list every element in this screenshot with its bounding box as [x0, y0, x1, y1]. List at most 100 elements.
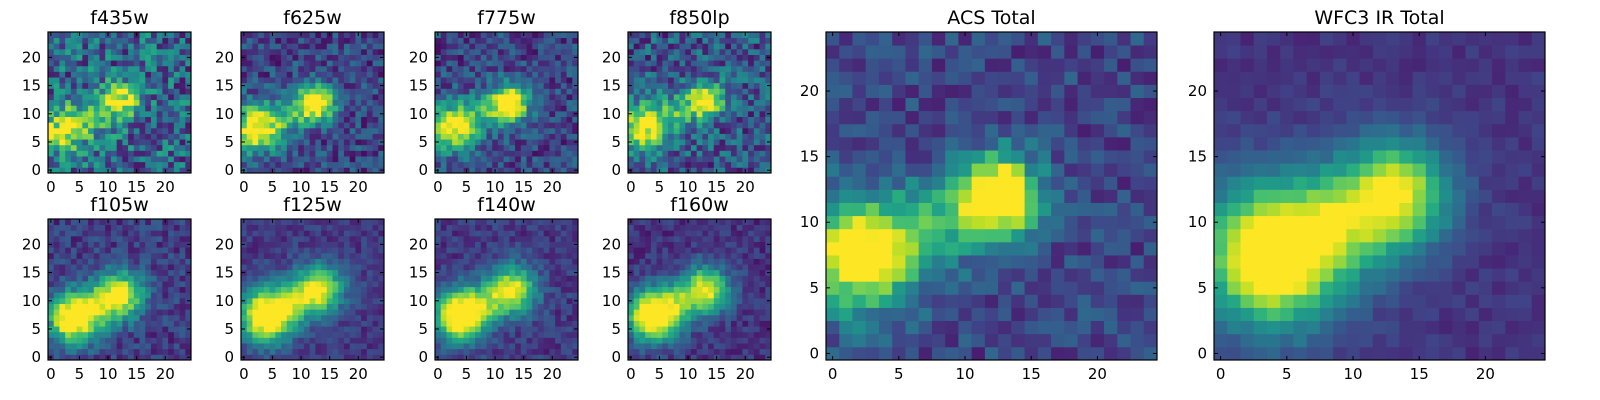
heatmap-cell: [515, 110, 522, 117]
heatmap-cell: [122, 241, 129, 248]
heatmap-cell: [736, 303, 743, 310]
heatmap-cell: [435, 264, 442, 271]
heatmap-cell: [292, 337, 299, 344]
heatmap-cell: [82, 60, 89, 67]
heatmap-cell: [639, 337, 646, 344]
heatmap-cell: [486, 337, 493, 344]
heatmap-cell: [309, 247, 316, 254]
heatmap-cell: [532, 144, 539, 151]
heatmap-cell: [452, 139, 459, 146]
heatmap-cell: [128, 326, 135, 333]
heatmap-cell: [492, 320, 499, 327]
heatmap-cell: [555, 82, 562, 89]
heatmap-cell: [645, 71, 652, 78]
heatmap-cell: [532, 32, 539, 39]
heatmap-cell: [509, 331, 516, 338]
heatmap-cell: [713, 292, 720, 299]
heatmap-cell: [372, 77, 379, 84]
heatmap-cell: [133, 144, 140, 151]
heatmap-cell: [258, 235, 265, 242]
heatmap-cell: [298, 144, 305, 151]
heatmap-cell: [526, 161, 533, 168]
heatmap-cell: [543, 110, 550, 117]
heatmap-cell: [730, 127, 738, 134]
heatmap-cell: [645, 54, 652, 61]
heatmap-cell: [765, 88, 772, 95]
heatmap-cell: [372, 281, 379, 288]
heatmap-cell: [628, 337, 635, 344]
heatmap-cell: [338, 337, 345, 344]
heatmap-cell: [48, 264, 55, 271]
heatmap-cell: [275, 156, 282, 163]
heatmap-cell: [156, 241, 163, 248]
heatmap-cell: [475, 320, 482, 327]
heatmap-cell: [555, 156, 562, 163]
heatmap-cell: [286, 343, 293, 350]
heatmap-cell: [753, 54, 760, 61]
heatmap-cell: [298, 258, 305, 265]
heatmap-cell: [366, 127, 373, 134]
x-tick-label: 10: [99, 365, 118, 383]
heatmap-cell: [48, 286, 55, 293]
heatmap-cell: [309, 224, 316, 231]
heatmap-cell: [321, 88, 328, 95]
heatmap-cell: [696, 48, 703, 55]
heatmap-cell: [185, 60, 192, 67]
heatmap-cell: [70, 224, 77, 231]
heatmap-cell: [645, 343, 652, 350]
heatmap-cell: [719, 314, 726, 321]
heatmap-cell: [53, 150, 60, 157]
heatmap-cell: [532, 252, 539, 259]
heatmap-cell: [492, 235, 499, 242]
heatmap-cell: [748, 161, 755, 168]
heatmap-cell: [110, 235, 118, 242]
heatmap-cell: [48, 65, 55, 72]
heatmap-cell: [128, 354, 135, 361]
heatmap-cell: [537, 161, 545, 168]
heatmap-cell: [185, 122, 192, 129]
heatmap-cell: [690, 65, 698, 72]
heatmap-cell: [753, 303, 760, 310]
heatmap-cell: [65, 144, 72, 151]
heatmap-cell: [309, 122, 316, 129]
heatmap-cell: [497, 337, 505, 344]
heatmap-cell: [532, 110, 539, 117]
heatmap-cell: [332, 297, 339, 304]
heatmap-cell: [168, 297, 175, 304]
heatmap-cell: [326, 286, 333, 293]
heatmap-cell: [492, 94, 499, 101]
heatmap-cell: [105, 99, 112, 106]
heatmap-cell: [343, 337, 351, 344]
heatmap-cell: [566, 314, 573, 321]
heatmap-cell: [560, 99, 567, 106]
heatmap-cell: [122, 224, 129, 231]
heatmap-cell: [76, 77, 83, 84]
heatmap-cell: [173, 116, 180, 123]
heatmap-cell: [326, 133, 333, 140]
heatmap-cell: [748, 116, 755, 123]
heatmap-cell: [48, 88, 55, 95]
heatmap-cell: [656, 139, 663, 146]
heatmap-cell: [185, 150, 192, 157]
heatmap-cell: [281, 331, 288, 338]
heatmap-cell: [59, 48, 66, 55]
heatmap-cell: [440, 314, 447, 321]
heatmap-cell: [292, 297, 299, 304]
heatmap-cell: [452, 348, 459, 355]
heatmap-cell: [469, 139, 476, 146]
heatmap-cell: [315, 94, 322, 101]
heatmap-cell: [162, 281, 169, 288]
heatmap-cell: [708, 82, 715, 89]
heatmap-cell: [628, 71, 635, 78]
heatmap-cell: [435, 60, 442, 67]
heatmap-cell: [469, 88, 476, 95]
heatmap-cell: [463, 133, 470, 140]
heatmap-cell: [537, 99, 545, 106]
heatmap-cell: [246, 303, 253, 310]
heatmap-cell: [480, 264, 487, 271]
heatmap-cell: [650, 94, 657, 101]
heatmap-cell: [446, 116, 453, 123]
heatmap-cell: [292, 235, 299, 242]
heatmap-cell: [286, 326, 293, 333]
heatmap-cell: [503, 82, 510, 89]
